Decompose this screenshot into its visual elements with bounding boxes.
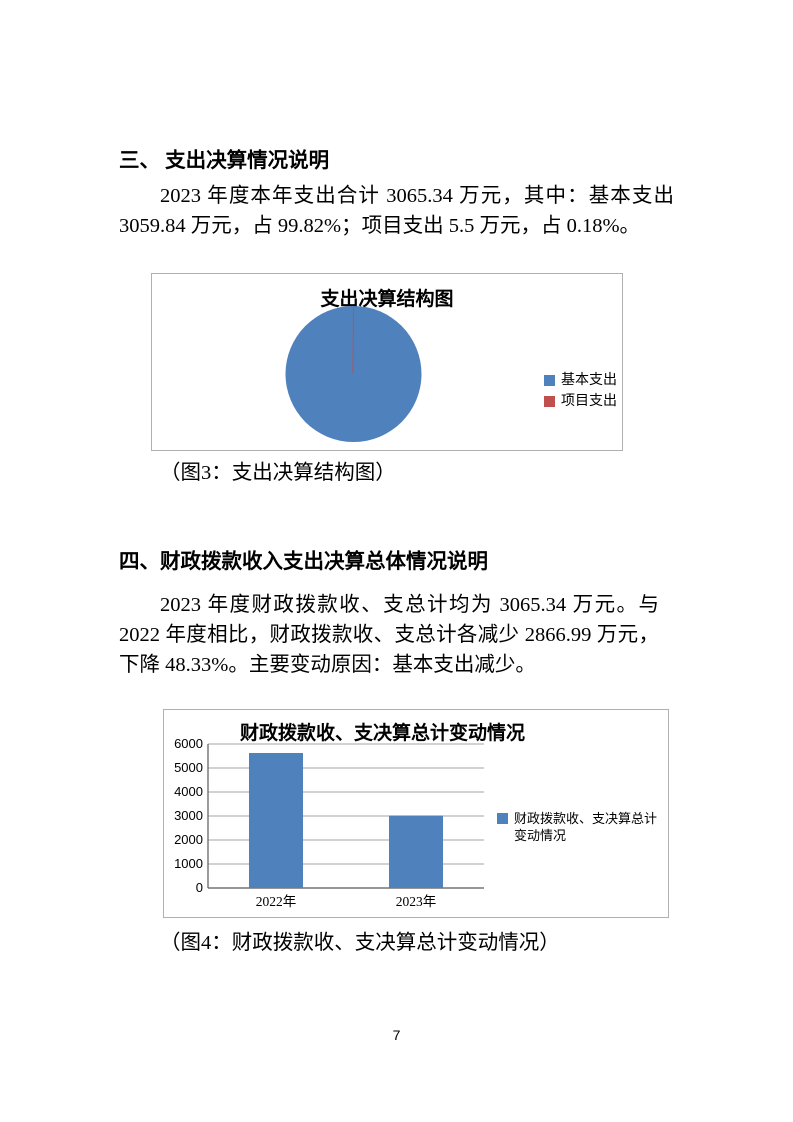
svg-text:1000: 1000 xyxy=(174,856,203,871)
svg-text:4000: 4000 xyxy=(174,784,203,799)
svg-text:2000: 2000 xyxy=(174,832,203,847)
svg-text:财政拨款收、支决算总计: 财政拨款收、支决算总计 xyxy=(514,811,657,826)
svg-text:2023年: 2023年 xyxy=(396,894,437,909)
svg-text:变动情况: 变动情况 xyxy=(514,828,566,843)
svg-text:0: 0 xyxy=(196,880,203,895)
svg-text:5000: 5000 xyxy=(174,760,203,775)
svg-text:6000: 6000 xyxy=(174,736,203,751)
svg-text:3000: 3000 xyxy=(174,808,203,823)
svg-text:2022年: 2022年 xyxy=(256,894,297,909)
